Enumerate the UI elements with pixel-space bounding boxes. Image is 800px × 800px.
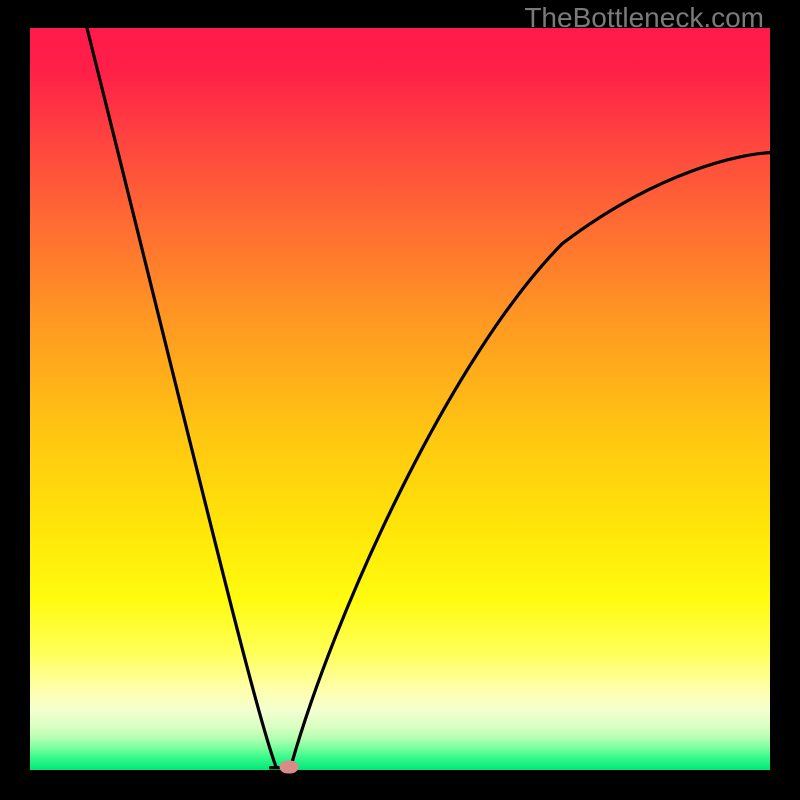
chart-frame [30, 28, 770, 770]
optimum-marker [280, 761, 299, 774]
chart-background-gradient [30, 28, 770, 770]
watermark-text: TheBottleneck.com [524, 2, 764, 34]
